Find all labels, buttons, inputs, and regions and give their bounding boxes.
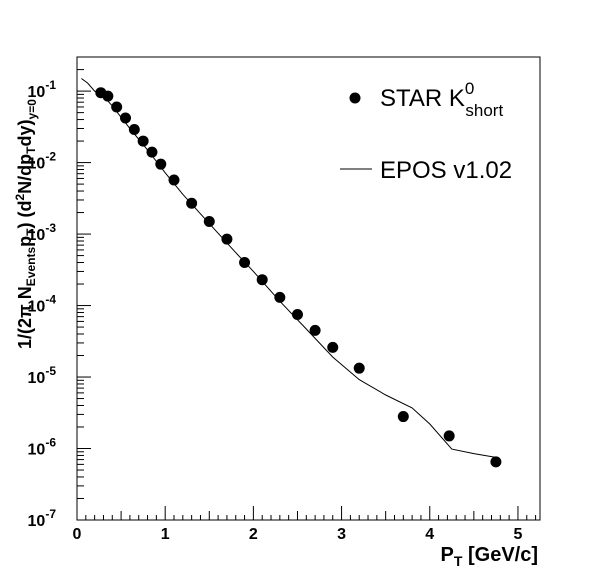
star-data-point bbox=[186, 197, 198, 209]
star-data-point bbox=[309, 324, 321, 336]
star-data-point bbox=[128, 124, 140, 136]
legend-marker-star bbox=[349, 92, 361, 104]
star-data-point bbox=[490, 456, 502, 468]
star-data-point bbox=[353, 362, 365, 374]
x-tick-label: 5 bbox=[513, 526, 522, 543]
y-tick-label: 10-4 bbox=[28, 293, 57, 316]
legend-label-epos: EPOS v1.02 bbox=[380, 157, 512, 184]
x-tick-label: 0 bbox=[73, 526, 82, 543]
star-data-point bbox=[203, 215, 215, 227]
series-epos-line bbox=[81, 78, 496, 458]
y-tick-label: 10-5 bbox=[28, 364, 57, 387]
star-data-point bbox=[239, 257, 251, 269]
star-data-point bbox=[443, 430, 455, 442]
epos-line bbox=[81, 78, 496, 458]
star-data-point bbox=[137, 135, 149, 147]
x-tick-label: 2 bbox=[249, 526, 258, 543]
star-data-point bbox=[221, 233, 233, 245]
series-star-points bbox=[95, 87, 502, 468]
star-data-point bbox=[256, 274, 268, 286]
star-data-point bbox=[102, 90, 114, 102]
x-axis: 0 1 2 3 4 5 bbox=[73, 506, 537, 543]
legend-label-star: STAR K0 short bbox=[380, 79, 503, 120]
plot-area bbox=[76, 56, 541, 521]
star-data-point bbox=[397, 411, 409, 423]
y-tick-label: 10-6 bbox=[28, 436, 57, 459]
y-tick-label: 10-1 bbox=[28, 78, 57, 101]
y-tick-label: 10-7 bbox=[28, 507, 57, 530]
star-data-point bbox=[168, 174, 180, 186]
star-data-point bbox=[291, 308, 303, 320]
y-tick-label: 10-3 bbox=[28, 221, 57, 244]
x-tick-label: 1 bbox=[161, 526, 170, 543]
legend-entry-star: STAR K0 short bbox=[349, 79, 503, 120]
star-data-point bbox=[274, 291, 286, 303]
x-tick-label: 3 bbox=[337, 526, 346, 543]
star-data-point bbox=[120, 112, 132, 124]
y-axis-title: 1/(2π NEventspT) (d2N/dpTdy)y=0 bbox=[13, 99, 39, 349]
star-data-point bbox=[146, 146, 158, 158]
legend: STAR K0 short EPOS v1.02 bbox=[340, 79, 512, 184]
y-axis: 10-7 10-6 10-5 10-4 10-3 10-2 10-1 bbox=[28, 69, 91, 530]
x-tick-label: 4 bbox=[425, 526, 434, 543]
star-data-point bbox=[111, 101, 123, 113]
y-tick-label: 10-2 bbox=[28, 150, 57, 173]
legend-entry-epos: EPOS v1.02 bbox=[340, 157, 512, 184]
plot-frame bbox=[76, 56, 541, 521]
star-data-point bbox=[327, 341, 339, 353]
star-data-point bbox=[155, 158, 167, 170]
x-axis-title: PT [GeV/c] bbox=[441, 544, 538, 569]
